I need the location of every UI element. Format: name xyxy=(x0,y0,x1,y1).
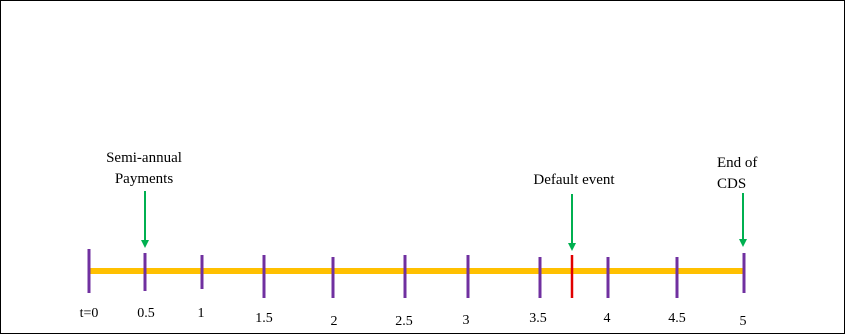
tick-label: 2.5 xyxy=(395,314,413,329)
tick-label: 4.5 xyxy=(668,311,686,326)
end-of-cds-label-line2: CDS xyxy=(717,176,746,192)
tick-label: 5 xyxy=(740,314,747,329)
tick-label: t=0 xyxy=(80,306,99,321)
payments-label-line2: Payments xyxy=(115,171,173,187)
payments-label-line1: Semi-annual xyxy=(106,150,182,166)
tick-label: 0.5 xyxy=(137,306,155,321)
tick-label: 3 xyxy=(463,313,470,328)
default-event-label: Default event xyxy=(533,172,615,188)
tick-label: 1 xyxy=(198,306,205,321)
tick-label: 3.5 xyxy=(529,311,547,326)
tick-label: 2 xyxy=(331,314,338,329)
tick-label: 4 xyxy=(604,311,611,326)
tick-label: 1.5 xyxy=(255,311,273,326)
end-of-cds-label-line1: End of xyxy=(717,155,757,171)
